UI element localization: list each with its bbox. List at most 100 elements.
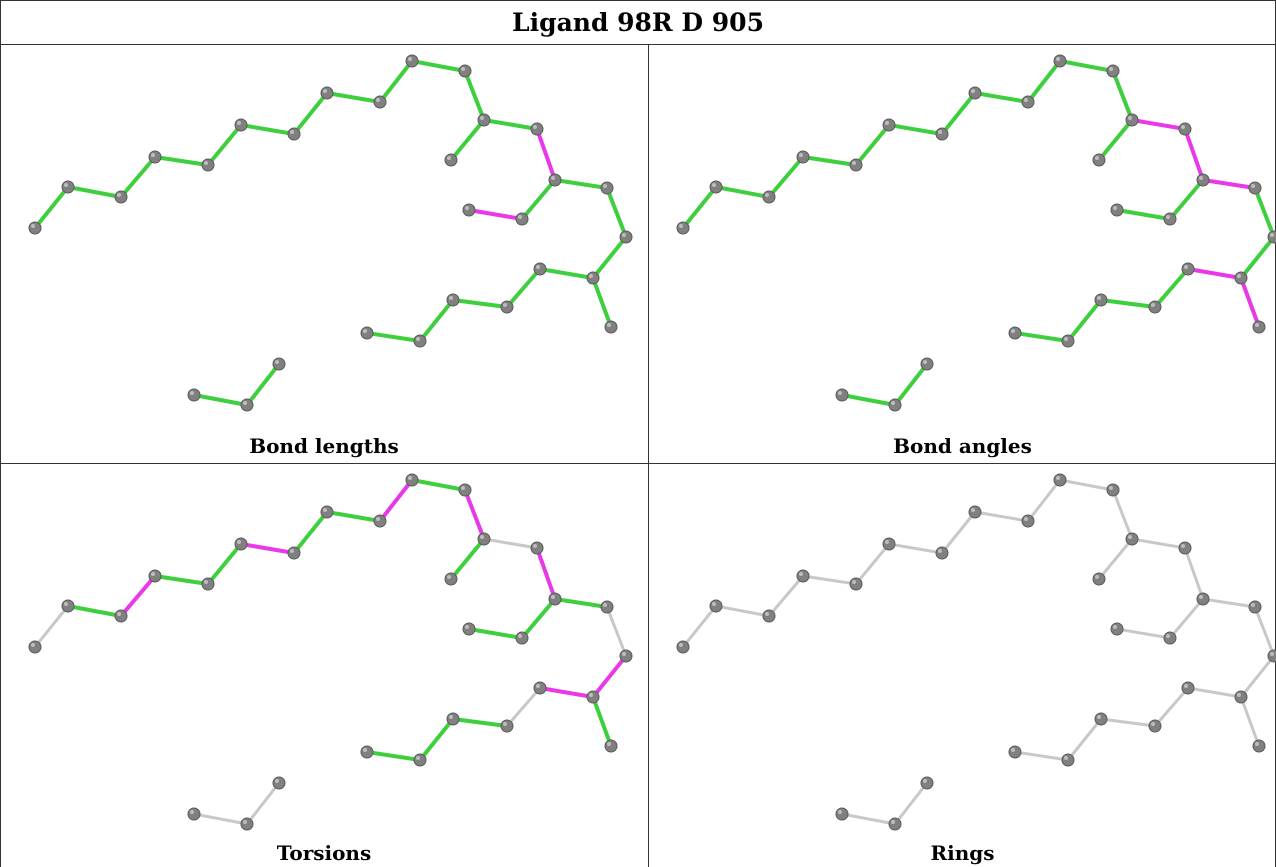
atom-6 <box>287 127 301 141</box>
atom-5 <box>882 537 896 551</box>
atom-8 <box>373 95 387 109</box>
bond-10 <box>1111 69 1134 122</box>
atom-highlight-15 <box>603 603 607 607</box>
atom-28 <box>187 807 201 821</box>
bond-7 <box>325 91 382 104</box>
atom-8 <box>1021 95 1035 109</box>
atom-4 <box>849 158 863 172</box>
bond-2 <box>119 574 157 618</box>
atom-highlight-19 <box>1237 274 1241 278</box>
atom-20 <box>1181 262 1195 276</box>
bond-15 <box>520 597 557 640</box>
bond-19 <box>538 267 595 280</box>
atom-highlight-7 <box>323 89 327 93</box>
atom-25 <box>1008 326 1022 340</box>
atom-highlight-24 <box>416 756 420 760</box>
atom-highlight-28 <box>190 810 194 814</box>
atom-23 <box>1094 712 1108 726</box>
atom-25 <box>360 745 374 759</box>
atom-highlight-15 <box>603 184 607 188</box>
bond-2 <box>767 574 805 618</box>
atom-14 <box>548 592 562 606</box>
atom-highlight-19 <box>589 693 593 697</box>
outer-border-left <box>0 0 1 867</box>
atom-19 <box>586 271 600 285</box>
bond-26 <box>192 812 249 826</box>
bond-10 <box>1111 488 1134 541</box>
atom-highlight-5 <box>885 540 889 544</box>
atom-25 <box>360 326 374 340</box>
atom-highlight-17 <box>1166 215 1170 219</box>
bond-20 <box>1239 276 1261 329</box>
atom-14 <box>1196 173 1210 187</box>
atom-8 <box>1021 514 1035 528</box>
bond-6 <box>292 91 329 136</box>
atom-0 <box>676 221 690 235</box>
bond-2 <box>767 155 805 199</box>
atom-highlight-0 <box>31 643 35 647</box>
atom-10 <box>1106 64 1120 78</box>
atom-16 <box>462 622 476 636</box>
atom-highlight-5 <box>237 121 241 125</box>
atom-highlight-21 <box>607 323 611 327</box>
bond-24 <box>365 331 422 343</box>
atom-2 <box>114 609 128 623</box>
atom-highlight-16 <box>465 206 469 210</box>
atom-12 <box>1178 122 1192 136</box>
bond-25 <box>245 781 281 826</box>
atom-15 <box>1248 181 1262 195</box>
bond-21 <box>1153 267 1190 309</box>
bond-12 <box>1130 537 1187 550</box>
atom-highlight-23 <box>449 715 453 719</box>
bond-5 <box>239 123 296 136</box>
atom-23 <box>1094 293 1108 307</box>
atom-5 <box>882 118 896 132</box>
atom-highlight-0 <box>679 643 683 647</box>
rings-caption: Rings <box>930 841 995 865</box>
atom-highlight-24 <box>416 337 420 341</box>
atom-highlight-17 <box>518 634 522 638</box>
atom-highlight-2 <box>765 612 769 616</box>
bond-18 <box>467 627 524 640</box>
bond-8 <box>378 478 414 523</box>
bond-0 <box>33 185 70 230</box>
atom-1 <box>709 180 723 194</box>
atom-highlight-26 <box>923 779 927 783</box>
bond-23 <box>418 717 455 762</box>
atom-highlight-12 <box>1181 125 1185 129</box>
bond-17 <box>591 654 628 699</box>
atom-highlight-8 <box>1024 517 1028 521</box>
bond-24 <box>365 750 422 762</box>
bond-17 <box>1239 235 1276 280</box>
bond-19 <box>1186 686 1243 699</box>
bond-18 <box>1115 627 1172 640</box>
atom-highlight-16 <box>1113 625 1117 629</box>
atom-4 <box>201 158 215 172</box>
atom-18 <box>1267 649 1276 663</box>
atom-highlight-15 <box>1251 184 1255 188</box>
atom-highlight-1 <box>712 183 716 187</box>
atom-highlight-8 <box>376 98 380 102</box>
atom-1 <box>61 180 75 194</box>
bond-4 <box>854 542 891 586</box>
bond-16 <box>605 605 628 658</box>
atom-highlight-9 <box>1056 57 1060 61</box>
atom-highlight-21 <box>1255 323 1259 327</box>
bond-11 <box>449 537 486 581</box>
bond-3 <box>153 574 210 586</box>
bond-22 <box>451 298 509 309</box>
atom-highlight-22 <box>503 722 507 726</box>
atom-20 <box>533 681 547 695</box>
atom-26 <box>920 776 934 790</box>
atom-20 <box>1181 681 1195 695</box>
atom-highlight-10 <box>1109 486 1113 490</box>
atom-highlight-10 <box>461 67 465 71</box>
bond-10 <box>463 69 486 122</box>
atom-23 <box>446 293 460 307</box>
bond-22 <box>1099 717 1157 728</box>
atom-19 <box>1234 271 1248 285</box>
atom-highlight-11 <box>480 116 484 120</box>
bond-13 <box>1183 546 1205 601</box>
atom-11 <box>477 532 491 546</box>
